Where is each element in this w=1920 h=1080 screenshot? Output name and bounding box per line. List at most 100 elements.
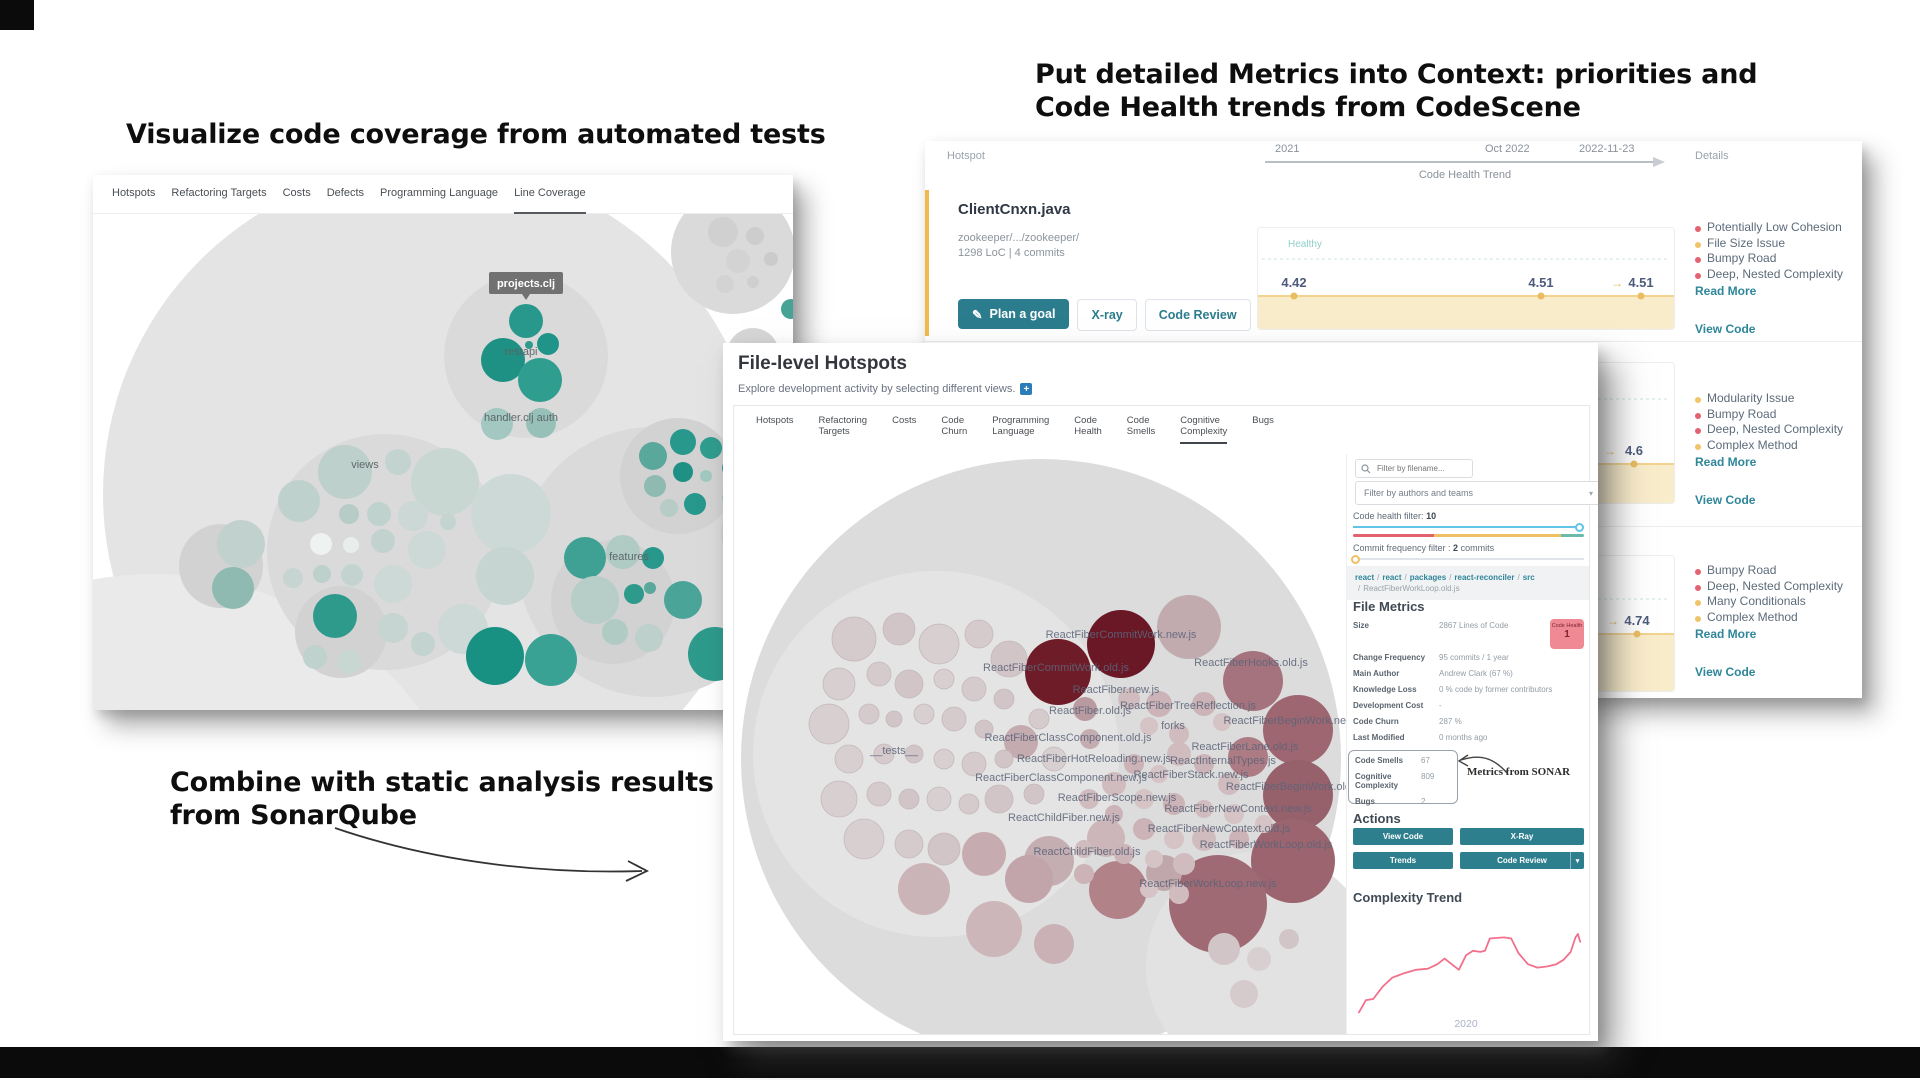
bubble[interactable] [885,710,903,728]
bubble[interactable] [644,475,666,497]
bubble[interactable] [820,780,858,818]
bubble[interactable] [371,529,395,553]
bubble[interactable] [1194,754,1214,774]
bubble[interactable] [700,470,712,482]
bubble[interactable] [471,474,551,554]
tab-line-coverage[interactable]: Line Coverage [514,175,586,214]
bubble[interactable] [1169,724,1189,744]
bubble[interactable] [303,645,327,669]
breadcrumb-link[interactable]: react [1355,573,1375,582]
bubble[interactable] [602,619,628,645]
tab-programming-language[interactable]: Programming Language [992,415,1050,437]
complexity-trend-chart[interactable] [1347,906,1585,1018]
breadcrumb-link[interactable]: src [1522,573,1535,582]
tab-refactoring-targets[interactable]: Refactoring Targets [818,415,868,437]
bubble[interactable] [635,624,663,652]
bubble[interactable] [639,442,667,470]
bubble[interactable] [866,661,892,687]
bubble[interactable] [994,749,1014,769]
bubble[interactable] [708,217,738,247]
bubble[interactable] [1230,980,1258,1008]
bubble[interactable] [1102,772,1126,796]
view-code-button[interactable]: View Code [1353,828,1453,845]
bubble[interactable] [1169,855,1267,953]
bubble[interactable] [411,632,435,656]
bubble[interactable] [904,744,924,764]
breadcrumb-link[interactable]: react-reconciler [1454,573,1515,582]
code-health-slider-handle[interactable] [1575,522,1584,532]
bubble[interactable] [961,751,987,777]
bubble[interactable] [1079,789,1099,809]
bubble[interactable] [1140,717,1158,735]
view-code-link[interactable]: View Code [1695,665,1756,679]
bubble[interactable] [525,341,533,349]
bubble[interactable] [1157,595,1221,659]
bubble[interactable] [831,616,877,662]
tab-costs[interactable]: Costs [892,415,917,426]
authors-filter-select[interactable]: Filter by authors and teams ▾ [1355,481,1598,505]
bubble[interactable] [1167,742,1191,766]
bubble[interactable] [913,703,935,725]
bubble[interactable] [843,818,885,860]
expand-info-icon[interactable]: + [1020,383,1033,395]
bubble[interactable] [1263,695,1333,765]
bubble[interactable] [1146,691,1172,717]
bubble[interactable] [941,706,967,732]
bubble[interactable] [1192,827,1216,851]
bubble[interactable] [1041,746,1067,772]
tab-code-churn[interactable]: Code Churn [941,415,968,437]
bubble[interactable] [466,627,524,685]
bubble[interactable] [283,568,303,588]
bubble[interactable] [571,576,619,624]
bubble[interactable] [509,304,543,338]
bubble[interactable] [1075,840,1093,858]
bubble[interactable] [984,784,1014,814]
bubble[interactable] [278,480,320,522]
bubble[interactable] [411,448,479,516]
bubble[interactable] [313,565,331,583]
bubble[interactable] [1124,754,1144,774]
read-more-link[interactable]: Read More [1695,284,1757,298]
bubble[interactable] [993,688,1015,710]
bubble[interactable] [1218,773,1240,795]
bubble[interactable] [1118,688,1140,710]
bubble[interactable] [537,333,559,355]
tab-hotspots[interactable]: Hotspots [756,415,794,426]
bubble[interactable] [746,227,764,245]
code-health-slider-track[interactable] [1353,526,1584,528]
bubble[interactable] [822,667,856,701]
trends-button[interactable]: Trends [1353,852,1453,869]
coverage-bubble-chart[interactable]: restapi handler.clj auth views features proj… [93,175,793,710]
code-health-badge[interactable]: Code Health 1 [1550,619,1584,649]
bubble[interactable] [408,531,446,569]
tab-programming-language[interactable]: Programming Language [380,187,499,199]
bubble[interactable] [1208,933,1240,965]
tab-costs[interactable]: Costs [282,187,311,199]
bubble[interactable] [933,748,955,770]
bubble[interactable] [385,449,411,475]
bubble[interactable] [1005,855,1053,903]
read-more-link[interactable]: Read More [1695,627,1757,641]
bubble[interactable] [518,358,562,402]
bubble[interactable] [974,719,994,739]
bubble[interactable] [670,429,696,455]
bubble[interactable] [217,520,265,568]
bubble[interactable] [1087,819,1125,857]
bubble[interactable] [1080,729,1100,749]
tab-defects[interactable]: Defects [326,187,365,199]
bubble[interactable] [873,743,895,765]
bubble[interactable] [624,584,644,604]
hotspot-bubble-chart[interactable]: __tests__ ReactFiberCommitWork.new.js Reac… [734,454,1346,1034]
read-more-link[interactable]: Read More [1695,455,1757,469]
bubble[interactable] [962,832,1006,876]
bubble[interactable] [894,669,924,699]
bubble[interactable] [1023,783,1045,805]
bubble[interactable] [898,863,950,915]
bubble[interactable] [526,408,556,438]
bubble[interactable] [212,567,254,609]
bubble[interactable] [343,537,359,553]
bubble[interactable] [1229,829,1249,849]
bubble[interactable] [918,623,960,665]
bubble[interactable] [747,276,759,288]
bubble[interactable] [1140,880,1158,898]
